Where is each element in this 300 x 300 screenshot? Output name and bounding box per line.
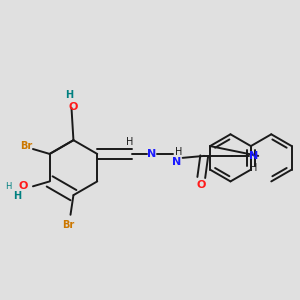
- Text: N: N: [249, 151, 258, 161]
- Text: H: H: [5, 182, 11, 191]
- Text: Br: Br: [20, 141, 32, 151]
- Text: N: N: [147, 149, 156, 159]
- Text: O: O: [19, 181, 28, 191]
- Text: O: O: [196, 180, 206, 190]
- Text: O: O: [69, 102, 78, 112]
- Text: H: H: [13, 191, 21, 201]
- Text: Br: Br: [62, 220, 75, 230]
- Text: H: H: [175, 147, 182, 157]
- Text: N: N: [172, 157, 182, 167]
- Text: H: H: [250, 163, 257, 173]
- Text: H: H: [65, 90, 74, 100]
- Text: H: H: [126, 137, 133, 147]
